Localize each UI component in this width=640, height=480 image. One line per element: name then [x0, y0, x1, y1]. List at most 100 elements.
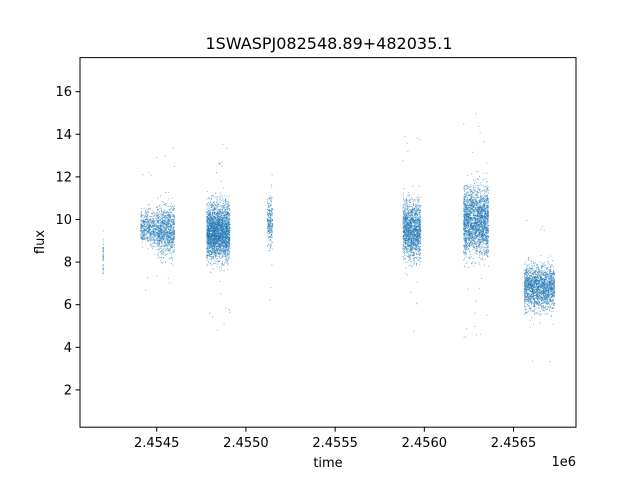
data-point: [206, 219, 208, 221]
data-point: [206, 211, 208, 213]
data-point: [211, 249, 213, 251]
data-point: [212, 210, 214, 212]
data-point: [224, 208, 226, 210]
data-point: [154, 226, 156, 228]
data-point: [216, 230, 218, 232]
data-point: [269, 222, 271, 224]
data-point: [209, 250, 211, 252]
data-point: [222, 205, 224, 207]
data-point: [143, 237, 145, 239]
data-point: [152, 213, 153, 215]
data-point: [412, 211, 414, 213]
data-point: [218, 228, 220, 230]
data-point: [226, 262, 228, 264]
data-point: [218, 213, 220, 215]
data-point: [272, 219, 274, 221]
data-point: [164, 224, 166, 226]
data-point: [209, 223, 211, 225]
data-point: [174, 217, 176, 219]
data-point: [219, 201, 221, 203]
data-point: [418, 205, 420, 207]
data-point: [268, 224, 270, 226]
data-point: [209, 220, 211, 222]
data-point: [143, 216, 145, 218]
data-point: [213, 217, 215, 219]
data-point: [145, 212, 147, 214]
data-point: [207, 219, 209, 221]
data-point: [415, 303, 417, 305]
data-point: [156, 234, 158, 236]
data-point: [210, 204, 212, 206]
data-point: [211, 220, 213, 222]
data-point: [224, 209, 226, 211]
data-point: [216, 234, 218, 236]
data-point: [166, 224, 168, 226]
data-point: [147, 239, 149, 241]
data-point: [212, 237, 214, 239]
data-point: [268, 213, 270, 215]
data-point: [173, 235, 175, 237]
data-point: [229, 204, 231, 206]
data-point: [219, 248, 221, 250]
data-point: [161, 232, 163, 234]
data-point: [102, 267, 104, 269]
data-point: [269, 229, 271, 231]
data-point: [218, 257, 220, 259]
data-point: [411, 226, 413, 228]
data-point: [267, 228, 269, 230]
data-point: [269, 228, 271, 230]
data-point: [154, 214, 156, 216]
data-point: [223, 241, 225, 243]
data-point: [269, 225, 271, 227]
data-point: [229, 250, 231, 252]
data-point: [221, 210, 223, 212]
data-point: [222, 212, 224, 214]
data-point: [406, 209, 408, 211]
data-point: [416, 302, 418, 304]
data-point: [164, 234, 166, 236]
data-point: [405, 205, 407, 207]
data-point: [156, 240, 158, 242]
data-point: [172, 205, 174, 207]
data-point: [157, 234, 159, 236]
data-point: [157, 222, 159, 224]
data-point: [406, 222, 408, 224]
data-point: [151, 220, 153, 222]
data-point: [403, 207, 405, 208]
data-point: [219, 237, 221, 239]
data-point: [170, 249, 172, 251]
data-point: [144, 219, 146, 221]
data-point: [171, 232, 173, 234]
data-point: [225, 231, 227, 233]
data-point: [213, 235, 215, 237]
data-point: [225, 217, 227, 219]
data-point: [150, 219, 152, 221]
data-point: [218, 227, 220, 229]
data-point: [170, 205, 172, 207]
data-point: [224, 217, 226, 219]
data-point: [209, 217, 211, 219]
data-point: [159, 237, 161, 239]
data-point: [210, 228, 212, 230]
data-point: [212, 232, 214, 234]
data-point: [161, 262, 163, 264]
data-point: [170, 227, 172, 229]
data-point: [270, 231, 272, 233]
data-point: [223, 245, 225, 247]
data-point: [218, 242, 220, 244]
data-point: [270, 245, 272, 247]
data-point: [217, 213, 219, 215]
data-point: [221, 230, 223, 232]
data-point: [207, 246, 209, 248]
data-point: [161, 225, 163, 227]
data-point: [228, 256, 230, 258]
data-point: [143, 207, 145, 209]
data-point: [220, 200, 222, 202]
data-point: [146, 224, 148, 226]
data-point: [225, 230, 227, 232]
data-point: [208, 227, 210, 229]
data-point: [149, 235, 151, 237]
data-point: [218, 216, 220, 218]
data-point: [269, 220, 271, 222]
data-point: [221, 263, 223, 265]
